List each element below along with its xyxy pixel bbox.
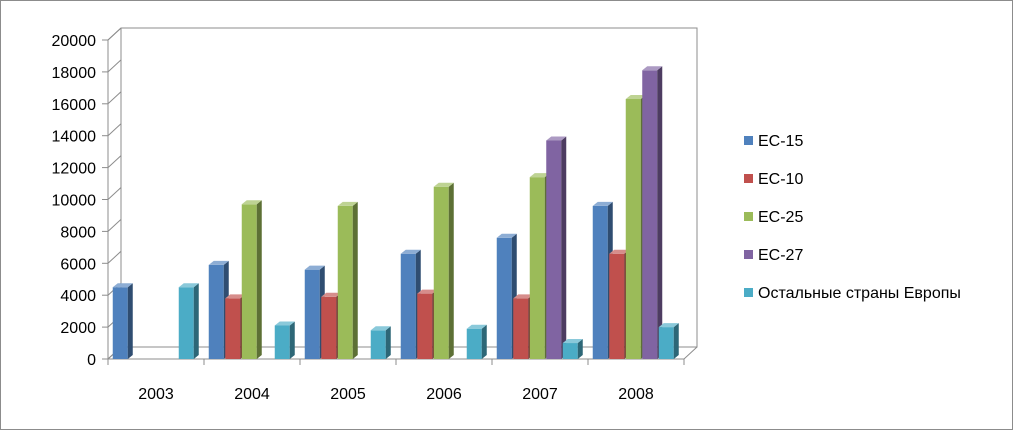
y-tick-label: 10000 (52, 193, 97, 210)
y-tick-label: 16000 (52, 97, 97, 114)
legend-label: ЕС-27 (758, 247, 803, 264)
x-axis: 2003 2004 2005 2006 2007 2008 (107, 346, 698, 403)
bar (466, 324, 487, 359)
y-tick-label: 18000 (52, 65, 97, 82)
y-tick-label: 0 (87, 352, 96, 369)
y-tick-label: 8000 (60, 224, 96, 241)
bar (562, 339, 583, 359)
legend-item: ЕС-25 (744, 209, 803, 226)
bar (642, 66, 663, 360)
bar (370, 326, 391, 359)
legend-swatch (744, 212, 753, 221)
x-tick-label: 2003 (138, 386, 174, 403)
y-tick-label: 20000 (52, 33, 97, 50)
y-tick-label: 12000 (52, 161, 97, 178)
y-tick-label: 14000 (52, 129, 97, 146)
y-tick-diagonal (107, 27, 122, 41)
x-tick-label: 2008 (618, 386, 654, 403)
legend-label: ЕС-15 (758, 133, 803, 150)
x-tick-label: 2004 (234, 386, 270, 403)
y-tick-diagonal (107, 250, 122, 264)
bar (546, 136, 567, 359)
y-tick-label: 2000 (60, 320, 96, 337)
bar (274, 321, 295, 359)
legend-swatch (744, 174, 753, 183)
bars (112, 66, 679, 360)
x-tick-label: 2006 (426, 386, 462, 403)
legend-item: ЕС-10 (744, 171, 803, 188)
legend-item: Остальные страны Европы (744, 285, 961, 302)
y-tick-label: 6000 (60, 256, 96, 273)
legend-label: ЕС-25 (758, 209, 803, 226)
y-tick-diagonal (107, 91, 122, 105)
legend-swatch (744, 250, 753, 259)
bar (112, 283, 133, 359)
y-tick-label: 4000 (60, 288, 96, 305)
y-tick-diagonal (107, 187, 122, 200)
legend-label: ЕС-10 (758, 171, 803, 188)
legend-label: Остальные страны Европы (758, 285, 961, 302)
y-tick-diagonal (107, 59, 122, 73)
legend-item: ЕС-15 (744, 133, 803, 150)
x-tick-label: 2005 (330, 386, 366, 403)
legend-item: ЕС-27 (744, 247, 803, 264)
y-tick-diagonal (107, 219, 122, 232)
legend: ЕС-15 ЕС-10 ЕС-25 ЕС-27 Остальные страны Евр… (744, 133, 961, 302)
bar (178, 283, 199, 359)
legend-swatch (744, 136, 753, 145)
y-tick-diagonal (107, 123, 122, 137)
x-tick-label: 2007 (522, 386, 558, 403)
bar (658, 323, 679, 359)
bar (241, 200, 262, 359)
bar (337, 201, 358, 359)
y-axis: 0 2000 4000 6000 8000 10000 12000 14000 16000 180… (52, 27, 122, 369)
bar (433, 182, 454, 359)
y-tick-diagonal (107, 155, 122, 168)
legend-swatch (744, 288, 753, 297)
